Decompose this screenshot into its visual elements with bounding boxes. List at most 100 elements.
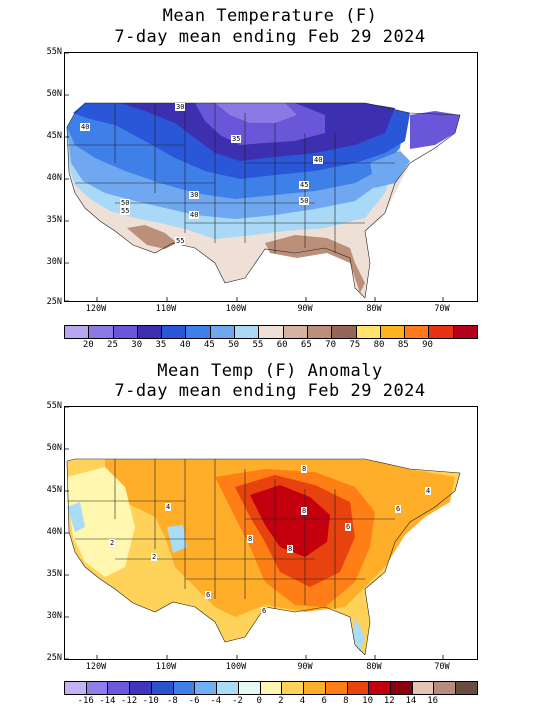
temperature-map-svg bbox=[65, 53, 461, 301]
colorbar-swatch bbox=[173, 682, 196, 694]
anom-band-12 bbox=[250, 485, 330, 557]
contour-label: 6 bbox=[345, 523, 352, 531]
lat-label: 45N bbox=[46, 485, 62, 495]
lon-label: 100W bbox=[225, 304, 247, 314]
colorbar-swatch bbox=[89, 326, 114, 338]
colorbar-swatch bbox=[434, 682, 457, 694]
contour-label: 50 bbox=[120, 199, 131, 207]
colorbar-swatch bbox=[113, 326, 138, 338]
temp-band-25 bbox=[215, 103, 297, 123]
contour-label: 50 bbox=[299, 197, 310, 205]
colorbar-swatch bbox=[429, 326, 454, 338]
colorbar-label: 85 bbox=[397, 340, 409, 350]
temperature-map: 30 40 35 40 45 50 50 30 40 55 55 bbox=[64, 52, 478, 302]
contour-label: 8 bbox=[247, 535, 254, 543]
lon-label: 80W bbox=[366, 662, 382, 672]
lon-label: 70W bbox=[434, 662, 450, 672]
colorbar-swatch bbox=[260, 682, 283, 694]
colorbar-swatch bbox=[380, 326, 406, 338]
lon-label: 120W bbox=[85, 662, 107, 672]
colorbar-label: 0 bbox=[256, 696, 262, 706]
contour-label: 4 bbox=[165, 503, 172, 511]
colorbar-label: 6 bbox=[321, 696, 327, 706]
colorbar-swatch bbox=[130, 682, 152, 694]
colorbar-swatch bbox=[453, 326, 478, 338]
colorbar-label: 75 bbox=[349, 340, 361, 350]
colorbar-label: -10 bbox=[142, 696, 159, 706]
colorbar-label: 16 bbox=[427, 696, 439, 706]
lon-label: 80W bbox=[366, 304, 382, 314]
contour-label: 8 bbox=[287, 545, 294, 553]
lon-label: 110W bbox=[155, 662, 177, 672]
colorbar-label: 2 bbox=[278, 696, 284, 706]
contour-label: 35 bbox=[231, 135, 242, 143]
colorbar-swatch bbox=[356, 326, 381, 338]
contour-label: 55 bbox=[120, 207, 131, 215]
contour-label: 40 bbox=[80, 123, 91, 131]
colorbar-label: 4 bbox=[299, 696, 306, 706]
temp-band-gulf bbox=[265, 235, 365, 293]
lat-label: 45N bbox=[46, 131, 62, 141]
colorbar-swatch bbox=[369, 682, 392, 694]
lat-label: 50N bbox=[46, 89, 62, 99]
contour-label: 55 bbox=[175, 237, 186, 245]
lon-label: 110W bbox=[155, 304, 177, 314]
contour-label: 45 bbox=[299, 181, 310, 189]
colorbar-label: 80 bbox=[373, 340, 385, 350]
lat-label: 40N bbox=[46, 173, 62, 183]
temperature-colorbar bbox=[64, 325, 478, 339]
colorbar-swatch bbox=[391, 682, 413, 694]
colorbar-swatch bbox=[282, 682, 305, 694]
lat-label: 55N bbox=[46, 47, 62, 57]
colorbar-swatch bbox=[304, 682, 326, 694]
contour-label: 2 bbox=[109, 539, 116, 547]
panel2-title-line2: 7-day mean ending Feb 29 2024 bbox=[114, 381, 426, 401]
contour-label: 6 bbox=[205, 591, 212, 599]
lat-label: 25N bbox=[46, 297, 62, 307]
colorbar-swatch bbox=[259, 326, 284, 338]
colorbar-swatch bbox=[283, 326, 308, 338]
lat-label: 35N bbox=[46, 569, 62, 579]
colorbar-swatch bbox=[186, 326, 211, 338]
contour-label: 6 bbox=[395, 505, 402, 513]
lat-label: 30N bbox=[46, 611, 62, 621]
lat-label: 30N bbox=[46, 257, 62, 267]
temp-band-ne bbox=[410, 111, 460, 149]
colorbar-label: 30 bbox=[131, 340, 143, 350]
contour-label: 6 bbox=[261, 607, 268, 615]
contour-label: 40 bbox=[313, 156, 324, 164]
panel2-title-line1: Mean Temp (F) Anomaly bbox=[157, 361, 383, 381]
lat-label: 50N bbox=[46, 443, 62, 453]
anomaly-colorbar bbox=[64, 681, 478, 695]
lat-label: 40N bbox=[46, 527, 62, 537]
colorbar-swatch bbox=[456, 682, 477, 694]
colorbar-label: -8 bbox=[166, 696, 178, 706]
colorbar-label: 35 bbox=[155, 340, 167, 350]
lon-label: 70W bbox=[434, 304, 450, 314]
colorbar-swatch bbox=[307, 326, 333, 338]
lat-label: 25N bbox=[46, 653, 62, 663]
anom-band-west bbox=[67, 467, 135, 577]
state-boundaries bbox=[66, 102, 461, 299]
colorbar-label: 60 bbox=[276, 340, 288, 350]
colorbar-label: -4 bbox=[210, 696, 222, 706]
colorbar-swatch bbox=[86, 682, 109, 694]
contour-label: 40 bbox=[189, 211, 200, 219]
temp-band-ne2 bbox=[370, 151, 410, 188]
colorbar-swatch bbox=[137, 326, 163, 338]
colorbar-label: 70 bbox=[325, 340, 336, 350]
temp-band-sw bbox=[127, 225, 177, 249]
lon-label: 90W bbox=[297, 304, 313, 314]
colorbar-label: -16 bbox=[77, 696, 94, 706]
anomaly-map-svg bbox=[65, 407, 461, 659]
colorbar-swatch bbox=[195, 682, 218, 694]
anom-band-florida bbox=[353, 617, 365, 652]
lat-label: 35N bbox=[46, 215, 62, 225]
panel1-title-line2: 7-day mean ending Feb 29 2024 bbox=[114, 27, 426, 47]
colorbar-swatch bbox=[108, 682, 131, 694]
colorbar-swatch bbox=[65, 682, 87, 694]
contour-label: 4 bbox=[425, 487, 432, 495]
contour-label: 30 bbox=[189, 191, 200, 199]
lon-label: 120W bbox=[85, 304, 107, 314]
colorbar-label: -14 bbox=[99, 696, 116, 706]
